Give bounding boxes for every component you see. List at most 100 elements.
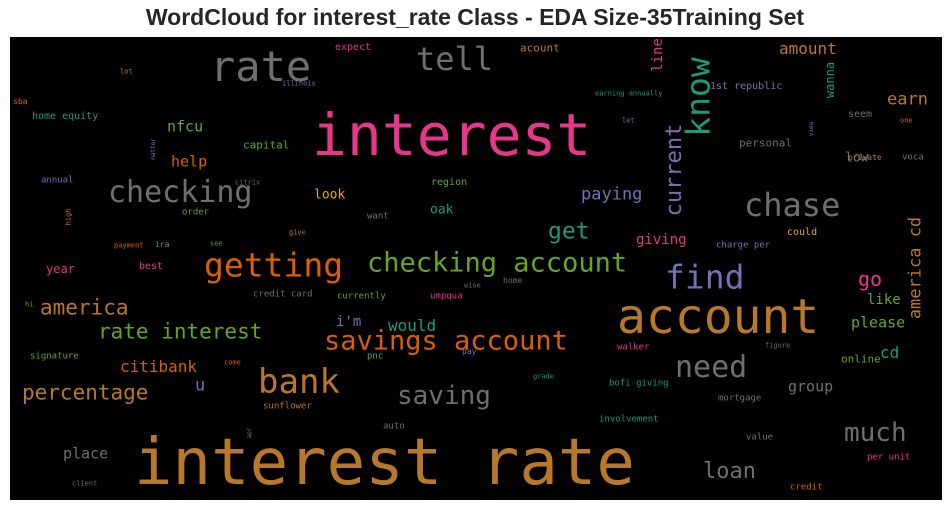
word-personal: personal (739, 136, 792, 150)
word-earning-annually: earning annually (595, 89, 663, 98)
word-one: one (900, 116, 913, 125)
word-tell: tell (416, 40, 494, 78)
word-let: let (622, 116, 635, 125)
word-voca: voca (902, 152, 924, 163)
word-america: america (40, 295, 129, 320)
word-sba: sba (13, 97, 28, 106)
word-auto: auto (383, 421, 405, 432)
word-pay: pay (462, 347, 477, 356)
word-chase: chase (744, 186, 841, 224)
word-currently: currently (337, 291, 386, 302)
word-matter: matter (150, 138, 157, 160)
word-interest: interest (312, 101, 592, 169)
word-help: help (171, 152, 208, 171)
word-capital: capital (243, 138, 290, 152)
word-paying: paying (581, 184, 643, 205)
word-bofi-giving: bofi giving (609, 378, 669, 389)
word-getting: getting (204, 245, 344, 285)
word-percentage: percentage (22, 380, 149, 405)
chart-title: WordCloud for interest_rate Class - EDA … (145, 4, 805, 30)
word-come: come (224, 358, 241, 367)
word-acount: acount (520, 41, 560, 55)
word-see: see (210, 239, 223, 248)
word-group: group (788, 377, 834, 396)
word-citrix: citrix (235, 178, 261, 187)
word-find: find (665, 257, 745, 297)
word-rate: rate (210, 42, 312, 91)
word-1st-republic: 1st republic (710, 81, 783, 92)
word-i-m: i'm (336, 314, 362, 330)
word-oak: oak (430, 202, 454, 218)
word-umpqua: umpqua (430, 291, 463, 302)
word-apr: apr (246, 427, 253, 439)
word-lot: lot (120, 67, 133, 76)
word-cd: cd (880, 343, 900, 362)
word-value: value (746, 432, 774, 443)
word-home: home (503, 276, 523, 285)
word-wanna: wanna (823, 61, 837, 99)
word-earn: earn (887, 89, 928, 110)
word-expect: expect (335, 42, 372, 53)
word-go: go (858, 267, 883, 291)
word-per-unit: per unit (867, 452, 911, 463)
word-home-equity: home equity (32, 111, 99, 122)
word-wise: wise (464, 281, 481, 290)
word-illinois: illinois (282, 79, 316, 88)
word-credit: credit (790, 482, 823, 493)
word-ira: ira (155, 240, 170, 249)
word-current: current (662, 123, 687, 217)
word-saving: saving (397, 381, 491, 411)
word-could: could (787, 227, 818, 238)
word-region: region (431, 177, 468, 188)
word-loan: loan (703, 459, 756, 484)
word-charge-per: charge per (716, 240, 771, 251)
word-pnc: pnc (367, 351, 384, 362)
word-payment: payment (114, 241, 144, 250)
word-america-cd: america cd (905, 216, 926, 320)
word-line: line (650, 38, 666, 72)
word-figure: figure (765, 341, 791, 350)
word-high: high (64, 208, 73, 226)
word-account: account (617, 289, 820, 345)
word-credit-card: credit card (253, 289, 313, 300)
word-bank: bank (258, 362, 340, 402)
word-hi: hi (25, 300, 34, 309)
word-low: low (845, 150, 869, 166)
word-private: private (848, 153, 882, 162)
word-much: much (844, 418, 907, 448)
word-signature: signature (30, 351, 79, 362)
word-walker: walker (617, 342, 650, 353)
word-please: please (851, 313, 906, 332)
word-need: need (675, 350, 748, 385)
word-best: best (139, 261, 164, 272)
word-get: get (548, 218, 590, 245)
word-cloud: interest rate interest account rate tell know… (10, 37, 942, 500)
word-online: online (841, 352, 881, 366)
word-sunflower: sunflower (263, 401, 312, 412)
word-u: u (195, 375, 206, 396)
word-year: year (46, 262, 75, 276)
word-place: place (63, 444, 109, 463)
word-giving: giving (636, 232, 687, 248)
word-mortgage: mortgage (718, 393, 762, 404)
word-give: give (289, 228, 306, 237)
word-seem: seem (848, 109, 873, 120)
word-checking-account: checking account (367, 247, 628, 279)
word-view: view (808, 121, 815, 137)
word-want: want (367, 211, 389, 222)
word-savings-account: savings account (324, 325, 568, 357)
word-grade: grade (533, 372, 555, 381)
word-amount: amount (779, 39, 837, 58)
word-interest-rate: interest rate (134, 426, 635, 500)
word-nfcu: nfcu (167, 117, 204, 136)
word-annual: annual (41, 175, 74, 186)
word-client: client (72, 479, 98, 488)
word-would: would (388, 316, 437, 335)
word-involvement: involvement (599, 414, 659, 425)
word-order: order (182, 207, 210, 218)
word-citibank: citibank (120, 357, 198, 376)
word-look: look (314, 187, 346, 203)
word-rate-interest: rate interest (98, 319, 263, 344)
word-checking: checking (108, 175, 253, 210)
word-like: like (867, 292, 901, 308)
